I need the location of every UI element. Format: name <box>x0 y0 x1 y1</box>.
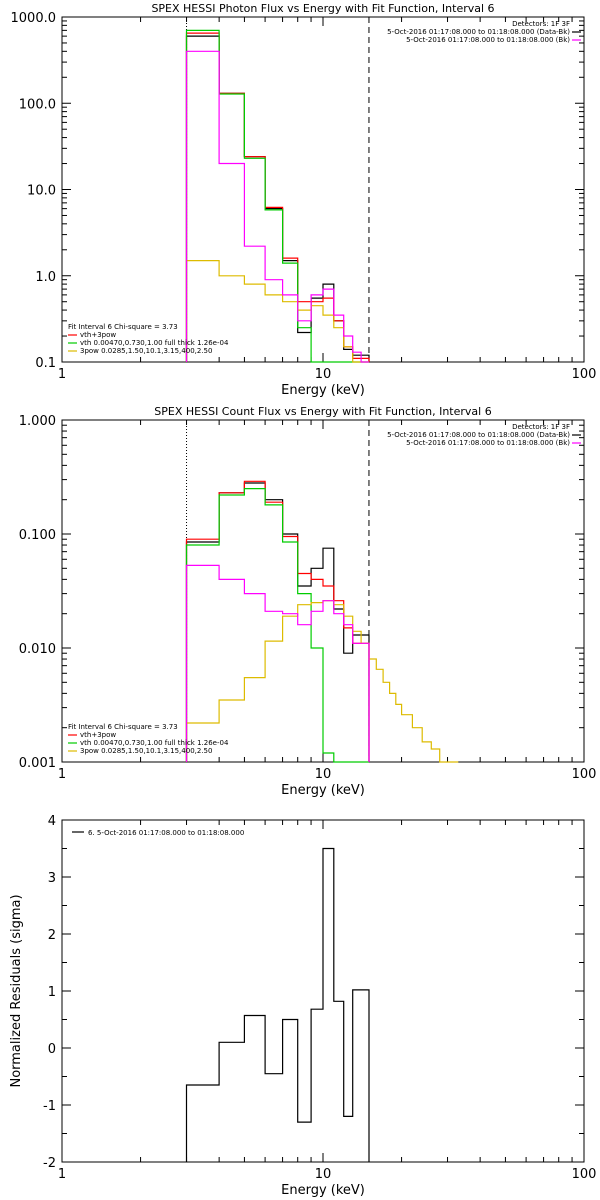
series-2-histogram <box>185 32 370 362</box>
x-tick-label: 10 <box>315 367 332 382</box>
y-tick-label: 10.0 <box>27 184 56 199</box>
series-1-histogram <box>185 847 370 1162</box>
panel-title: SPEX HESSI Photon Flux vs Energy with Fi… <box>151 2 494 15</box>
legend-fit-2: vth 0.00470,0.730,1.00 full thick 1.26e-… <box>80 739 229 747</box>
x-axis-label: Energy (keV) <box>281 1183 365 1198</box>
series-1-histogram <box>185 35 370 362</box>
y-tick-label: 0.100 <box>19 528 56 543</box>
legend-data-bk: 5-Oct-2016 01:17:08.000 to 01:18:08.000 … <box>387 431 570 439</box>
legend-fit-3: 3pow 0.0285,1.50,10.1,3.15,400,2.50 <box>80 347 212 355</box>
x-axis-label: Energy (keV) <box>281 383 365 398</box>
x-tick-label: 100 <box>572 767 597 782</box>
y-tick-label: 2 <box>48 928 56 943</box>
series-5-histogram <box>185 50 369 363</box>
legend-fit-interval: Fit Interval 6 Chi-square = 3.73 <box>68 723 178 731</box>
legend-detectors: Detectors: 1F 3F <box>512 423 570 431</box>
legend-bk: 5-Oct-2016 01:17:08.000 to 01:18:08.000 … <box>406 439 570 447</box>
legend-fit-interval: Fit Interval 6 Chi-square = 3.73 <box>68 323 178 331</box>
x-tick-label: 100 <box>572 1167 597 1182</box>
legend-fit-2: vth 0.00470,0.730,1.00 full thick 1.26e-… <box>80 339 229 347</box>
legend-detectors: Detectors: 1F 3F <box>512 20 570 28</box>
y-tick-label: 3 <box>48 871 56 886</box>
y-tick-label: 0 <box>48 1042 56 1057</box>
y-tick-label: 1 <box>48 985 56 1000</box>
x-tick-label: 10 <box>315 767 332 782</box>
y-tick-label: 0.010 <box>19 642 56 657</box>
y-tick-label: -1 <box>43 1099 56 1114</box>
series-1-histogram <box>185 482 370 762</box>
series-5-histogram <box>185 564 370 762</box>
series-3-histogram <box>185 29 369 363</box>
y-tick-label: 100.0 <box>19 97 56 112</box>
x-tick-label: 1 <box>58 767 66 782</box>
series-3-histogram <box>185 488 369 763</box>
panel-title: SPEX HESSI Count Flux vs Energy with Fit… <box>154 405 491 418</box>
y-tick-label: 4 <box>48 814 56 829</box>
x-tick-label: 1 <box>58 367 66 382</box>
y-tick-label: -2 <box>43 1156 56 1171</box>
legend-fit-3: 3pow 0.0285,1.50,10.1,3.15,400,2.50 <box>80 747 212 755</box>
y-tick-label: 0.001 <box>19 756 56 771</box>
legend-fit-1: vth+3pow <box>80 331 116 339</box>
x-tick-label: 100 <box>572 367 597 382</box>
y-tick-label: 1000.0 <box>11 11 57 26</box>
x-axis-label: Energy (keV) <box>281 783 365 798</box>
y-axis-label: Normalized Residuals (sigma) <box>9 894 24 1087</box>
legend-residual: 6. 5-Oct-2016 01:17:08.000 to 01:18:08.0… <box>88 829 244 837</box>
legend-data-bk: 5-Oct-2016 01:17:08.000 to 01:18:08.000 … <box>387 28 570 36</box>
legend-bk: 5-Oct-2016 01:17:08.000 to 01:18:08.000 … <box>406 36 570 44</box>
series-2-histogram <box>185 480 370 762</box>
x-tick-label: 1 <box>58 1167 66 1182</box>
x-tick-label: 10 <box>315 1167 332 1182</box>
y-tick-label: 1.0 <box>35 270 56 285</box>
legend-fit-1: vth+3pow <box>80 731 116 739</box>
y-tick-label: 0.1 <box>35 356 56 371</box>
series-4-histogram <box>185 600 459 763</box>
y-tick-label: 1.000 <box>19 414 56 429</box>
